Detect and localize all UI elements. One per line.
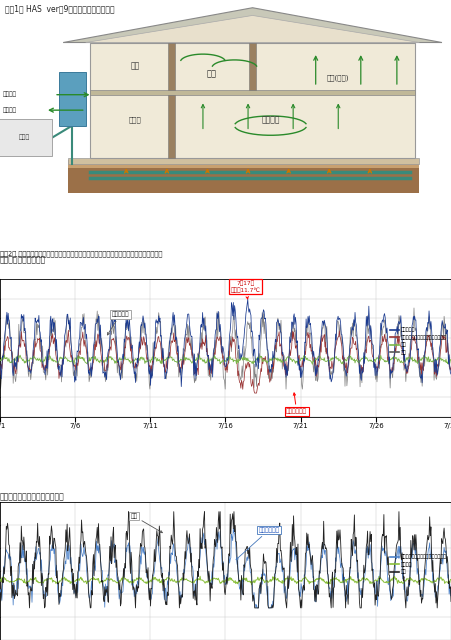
Text: 前橋宿泊体験展示場温度グラフ: 前橋宿泊体験展示場温度グラフ [0, 493, 65, 502]
FancyBboxPatch shape [68, 164, 419, 193]
FancyBboxPatch shape [0, 119, 52, 156]
Text: 居室(夜夜): 居室(夜夜) [327, 74, 350, 81]
FancyBboxPatch shape [68, 161, 419, 168]
Legend: チューブ出口（二段フィルター前）, 温暨期間, 外気: チューブ出口（二段フィルター前）, 温暨期間, 外気 [388, 552, 449, 576]
Text: 【排気】: 【排気】 [2, 108, 16, 113]
Text: 所沢展示場温度グラフ: 所沢展示場温度グラフ [0, 255, 46, 264]
Text: 『図1』 HAS  ver．9（地熱利用）の概念図: 『図1』 HAS ver．9（地熱利用）の概念図 [5, 4, 114, 13]
Text: 居室: 居室 [207, 69, 217, 78]
Text: 『図2』 前橋工科大学　三田村准教授による所沢展示場・昭和アパートの温度実測データ: 『図2』 前橋工科大学 三田村准教授による所沢展示場・昭和アパートの温度実測デー… [0, 250, 162, 257]
Text: 外気: 外気 [131, 513, 162, 532]
FancyBboxPatch shape [68, 159, 419, 164]
FancyBboxPatch shape [168, 42, 175, 90]
Text: チューブ出口: チューブ出口 [286, 393, 307, 414]
FancyBboxPatch shape [168, 95, 175, 159]
FancyBboxPatch shape [59, 72, 86, 125]
Polygon shape [86, 15, 419, 42]
Legend: 外気取入口, チューブ出口（二段フィルター前）, 居間, 外気: 外気取入口, チューブ出口（二段フィルター前）, 居間, 外気 [388, 325, 449, 356]
FancyBboxPatch shape [90, 90, 415, 95]
Text: チューブ出口: チューブ出口 [236, 527, 280, 559]
Text: 7月17日
温度差11.7℃: 7月17日 温度差11.7℃ [230, 281, 260, 299]
Text: キッチン: キッチン [261, 115, 280, 124]
Text: 外気取入口: 外気取入口 [107, 312, 129, 335]
Text: 風呂: 風呂 [131, 61, 140, 70]
FancyBboxPatch shape [90, 42, 415, 159]
Text: 【吸気】: 【吸気】 [2, 92, 16, 97]
Text: トイレ: トイレ [129, 116, 142, 123]
Polygon shape [63, 8, 442, 42]
Text: 室外機: 室外機 [19, 134, 30, 140]
FancyBboxPatch shape [249, 42, 256, 90]
